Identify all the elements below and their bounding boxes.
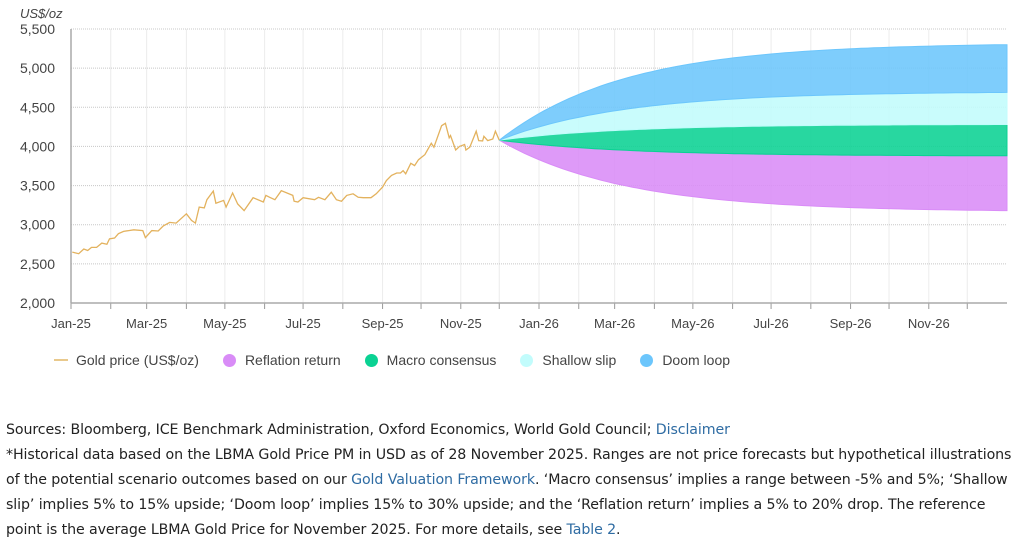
dot-swatch-icon <box>640 353 654 367</box>
dot-swatch-icon <box>520 353 534 367</box>
y-axis-label: US$/oz <box>20 6 63 21</box>
legend-item-reflation-return[interactable]: Reflation return <box>222 352 341 368</box>
x-tick-label: Jul-25 <box>285 316 320 331</box>
footnote-text: . <box>616 522 621 538</box>
legend-label: Gold price (US$/oz) <box>76 352 199 368</box>
y-tick-label: 5,000 <box>20 60 55 76</box>
y-tick-label: 4,500 <box>20 99 55 115</box>
x-tick-label: May-25 <box>203 316 246 331</box>
gold-price-scenario-chart: 2,000 2,500 3,000 3,500 4,000 4,500 5,000 5,500… <box>20 6 1008 331</box>
chart-notes: Sources: Bloomberg, ICE Benchmark Admini… <box>6 418 1022 543</box>
x-tick-label: Nov-25 <box>440 316 482 331</box>
y-tick-label: 4,000 <box>20 138 55 154</box>
x-tick-label: May-26 <box>671 316 714 331</box>
y-tick-label: 5,500 <box>20 21 55 37</box>
legend: Gold price (US$/oz) Reflation return Mac… <box>54 352 754 368</box>
y-tick-label: 2,500 <box>20 256 55 272</box>
y-tick-label: 2,000 <box>20 295 55 311</box>
x-tick-label: Nov-26 <box>908 316 950 331</box>
legend-item-gold-price[interactable]: Gold price (US$/oz) <box>54 352 199 368</box>
footnote-text: . ‘Macro consensus’ implies a range betw… <box>6 472 1008 538</box>
x-tick-label: Sep-26 <box>830 316 872 331</box>
legend-label: Shallow slip <box>542 352 617 368</box>
x-tick-label: Mar-26 <box>594 316 635 331</box>
legend-item-macro-consensus[interactable]: Macro consensus <box>364 352 497 368</box>
band-doom-loop <box>498 44 1008 141</box>
footnote-text: *Historical data based on the LBMA Gold … <box>6 447 1012 488</box>
legend-label: Reflation return <box>244 352 341 368</box>
x-tick-label: Sep-25 <box>362 316 404 331</box>
legend-item-doom-loop[interactable]: Doom loop <box>640 352 730 368</box>
dot-swatch-icon <box>364 353 378 367</box>
gold-price-line <box>72 122 500 255</box>
table-2-link[interactable]: Table 2 <box>566 522 617 538</box>
line-swatch-icon <box>54 359 68 361</box>
dot-swatch-icon <box>222 353 236 367</box>
gold-valuation-framework-link[interactable]: Gold Valuation Framework <box>351 472 535 488</box>
legend-label: Macro consensus <box>386 352 497 368</box>
legend-label: Doom loop <box>662 352 731 368</box>
sources-text: Sources: Bloomberg, ICE Benchmark Admini… <box>6 422 656 438</box>
legend-item-shallow-slip[interactable]: Shallow slip <box>520 352 616 368</box>
y-tick-label: 3,000 <box>20 217 55 233</box>
x-tick-label: Mar-25 <box>126 316 167 331</box>
x-tick-label: Jan-25 <box>51 316 91 331</box>
sources-line: Sources: Bloomberg, ICE Benchmark Admini… <box>6 418 1022 443</box>
footnote: *Historical data based on the LBMA Gold … <box>6 443 1022 543</box>
x-tick-label: Jul-26 <box>753 316 788 331</box>
y-tick-label: 3,500 <box>20 178 55 194</box>
disclaimer-link[interactable]: Disclaimer <box>655 422 730 438</box>
x-tick-label: Jan-26 <box>519 316 559 331</box>
